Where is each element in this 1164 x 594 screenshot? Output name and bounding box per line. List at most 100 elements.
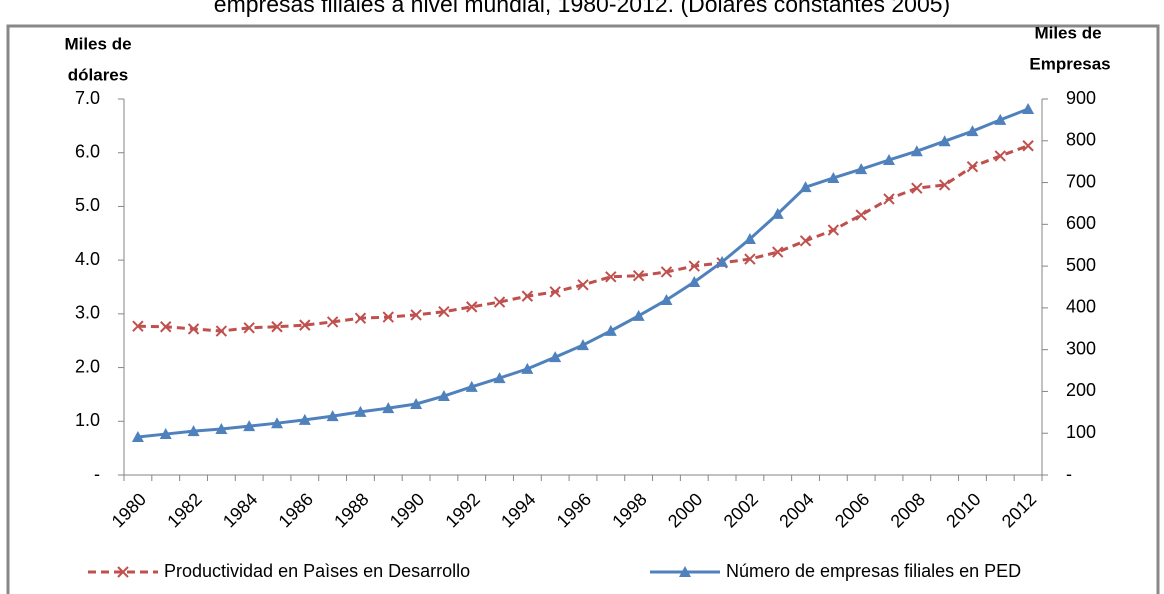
data-point <box>465 380 478 392</box>
chart-title: empresas filiales a nivel mundial, 1980-… <box>214 0 950 17</box>
y-tick-label: - <box>94 464 100 484</box>
legend-label: Númer​o de empresas filiales en PED <box>726 561 1021 581</box>
data-point <box>688 260 700 272</box>
y2-tick-label: 700 <box>1066 171 1096 191</box>
x-tick-label: 1986 <box>275 489 317 531</box>
y2-tick-label: 400 <box>1066 297 1096 317</box>
data-point <box>326 410 339 422</box>
data-point <box>799 181 812 193</box>
y-tick-label: 5.0 <box>75 195 100 215</box>
data-point <box>438 306 450 318</box>
data-point <box>577 279 589 291</box>
data-point <box>938 179 951 191</box>
y2-axis-label: Empresas <box>1029 54 1110 73</box>
data-point <box>938 135 951 147</box>
data-point <box>159 428 172 440</box>
y-tick-label: 1.0 <box>75 410 100 430</box>
data-point <box>243 322 255 334</box>
data-point <box>382 311 394 323</box>
data-point <box>382 402 395 414</box>
data-point <box>632 270 645 282</box>
y-tick-label: 4.0 <box>75 249 100 269</box>
series-line <box>137 144 1029 333</box>
data-point <box>132 320 144 332</box>
x-tick-label: 1990 <box>386 489 428 531</box>
data-point <box>354 312 367 324</box>
data-point <box>966 160 979 173</box>
data-point <box>605 271 617 283</box>
y-tick-label: 6.0 <box>75 141 100 161</box>
data-point <box>688 275 701 287</box>
data-point <box>604 324 617 336</box>
legend-marker <box>117 566 129 578</box>
data-point <box>911 182 923 194</box>
y-tick-label: 3.0 <box>75 303 100 323</box>
y2-axis-label: Miles de <box>1034 23 1101 42</box>
y2-tick-label: 900 <box>1066 88 1096 108</box>
y2-tick-label: 600 <box>1066 213 1096 233</box>
x-tick-label: 1988 <box>330 489 372 531</box>
data-point <box>549 351 562 363</box>
data-point <box>799 235 812 247</box>
x-tick-label: 2004 <box>775 489 817 531</box>
data-point <box>855 163 868 175</box>
x-tick-label: 1984 <box>219 489 261 531</box>
data-point <box>827 171 840 183</box>
y-axis-label: dólares <box>68 65 128 84</box>
data-point <box>549 286 561 298</box>
data-point <box>437 390 450 402</box>
data-point <box>215 325 228 337</box>
series-line <box>137 107 1029 439</box>
x-tick-label: 2012 <box>998 489 1040 531</box>
data-point <box>160 321 172 333</box>
x-tick-label: 1980 <box>108 489 150 531</box>
x-tick-label: 2002 <box>720 489 762 531</box>
legend-marker <box>679 566 691 577</box>
x-tick-label: 2006 <box>831 489 873 531</box>
data-point <box>354 405 367 417</box>
data-point <box>326 316 339 328</box>
data-point <box>772 246 784 258</box>
data-point <box>883 193 895 205</box>
data-point <box>966 125 979 137</box>
data-point <box>910 145 923 157</box>
data-point <box>299 319 311 331</box>
data-point <box>466 301 478 313</box>
data-point <box>298 413 311 425</box>
x-tick-label: 2010 <box>942 489 984 531</box>
data-point <box>827 224 840 236</box>
data-point <box>1022 140 1034 152</box>
data-point <box>215 423 228 435</box>
y-tick-label: 7.0 <box>75 88 100 108</box>
data-point <box>883 153 895 165</box>
data-point <box>243 420 256 432</box>
y2-tick-label: 500 <box>1066 255 1096 275</box>
y-axis-label: Miles de <box>64 34 131 53</box>
data-point <box>743 232 756 244</box>
data-point <box>410 397 423 409</box>
data-point <box>493 296 506 308</box>
legend-label: Productividad en Paìses en Desarrollo <box>164 561 470 581</box>
x-tick-label: 1998 <box>608 489 650 531</box>
y2-tick-label: - <box>1066 464 1072 484</box>
data-point <box>577 339 589 351</box>
x-tick-label: 1996 <box>553 489 595 531</box>
data-point <box>855 209 867 221</box>
data-point <box>1022 103 1035 115</box>
y2-tick-label: 100 <box>1066 422 1096 442</box>
data-point <box>493 372 506 384</box>
data-point <box>187 425 200 437</box>
y2-tick-label: 200 <box>1066 380 1096 400</box>
data-point <box>521 362 534 374</box>
data-point <box>131 430 144 442</box>
data-point <box>271 321 283 333</box>
y2-tick-label: 800 <box>1066 130 1096 150</box>
data-point <box>521 290 534 302</box>
data-point <box>771 207 784 219</box>
chart-frame <box>6 24 1160 594</box>
x-tick-label: 2008 <box>887 489 929 531</box>
data-point <box>994 113 1007 125</box>
data-point <box>660 293 673 305</box>
x-tick-label: 2000 <box>664 489 706 531</box>
